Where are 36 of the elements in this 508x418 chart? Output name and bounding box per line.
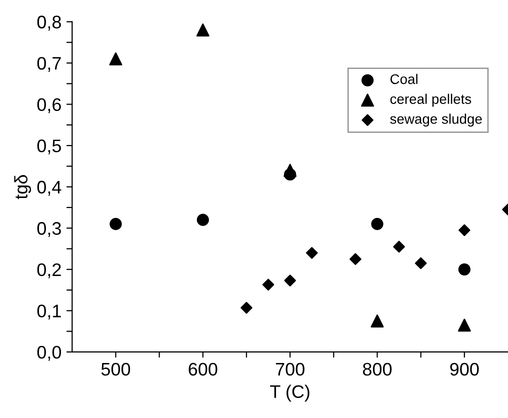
legend-label: cereal pellets — [390, 94, 472, 107]
point — [196, 214, 209, 226]
x-tick-label: 500 — [101, 362, 130, 376]
y-tick-label: 0,0 — [37, 346, 62, 361]
x-axis-title: T (C) — [270, 384, 310, 402]
point — [284, 168, 296, 181]
point — [458, 224, 470, 236]
point — [350, 253, 362, 265]
point — [284, 274, 296, 286]
x-tick-label: 600 — [188, 362, 218, 376]
point — [196, 23, 210, 36]
y-axis-title: tgδ — [14, 175, 32, 200]
y-tick-label: 0,8 — [37, 16, 61, 31]
point — [109, 52, 122, 66]
y-tick-label: 0,4 — [37, 180, 62, 196]
point — [414, 257, 427, 270]
y-tick-label: 0,6 — [37, 98, 61, 114]
point — [393, 240, 405, 253]
y-tick-label: 0,2 — [37, 263, 61, 278]
point — [371, 218, 384, 230]
point — [262, 278, 274, 291]
x-tick-label: 800 — [362, 362, 392, 376]
y-tick-label: 0,7 — [37, 56, 61, 72]
point — [458, 318, 471, 332]
x-tick-label: 900 — [450, 362, 479, 376]
legend-label: sewage sludge — [390, 114, 482, 127]
point — [458, 263, 470, 276]
y-tick-label: 0,5 — [37, 140, 61, 154]
x-tick-label: 700 — [276, 362, 304, 376]
point — [370, 314, 384, 328]
point — [240, 302, 252, 314]
y-tick-label: 0,3 — [37, 222, 61, 237]
y-tick-label: 0,1 — [37, 304, 61, 320]
point — [306, 247, 318, 259]
legend-label: Coal — [390, 74, 418, 84]
point — [110, 218, 122, 230]
